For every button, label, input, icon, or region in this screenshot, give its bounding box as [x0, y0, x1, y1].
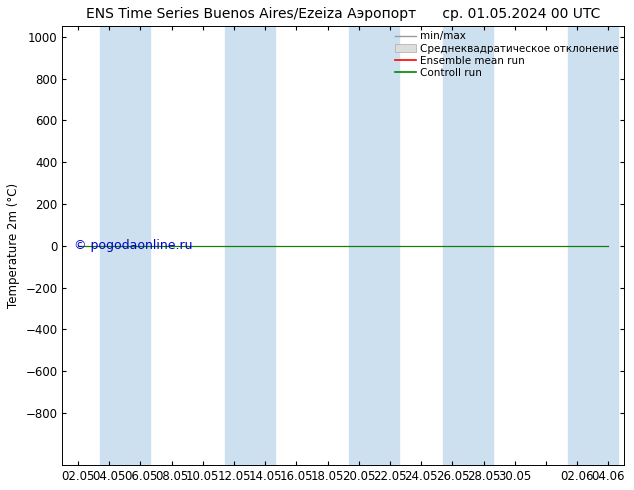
Legend: min/max, Среднеквадратическое отклонение, Ensemble mean run, Controll run: min/max, Среднеквадратическое отклонение…	[393, 29, 621, 80]
Bar	[224, 26, 275, 465]
Y-axis label: Temperature 2m (°C): Temperature 2m (°C)	[7, 183, 20, 308]
Title: ENS Time Series Buenos Aires/Ezeiza Аэропорт      ср. 01.05.2024 00 UTC: ENS Time Series Buenos Aires/Ezeiza Аэро…	[86, 7, 600, 21]
Text: © pogodaonline.ru: © pogodaonline.ru	[74, 239, 192, 252]
Bar	[443, 26, 493, 465]
Bar	[568, 26, 618, 465]
Bar	[349, 26, 399, 465]
Bar	[100, 26, 150, 465]
